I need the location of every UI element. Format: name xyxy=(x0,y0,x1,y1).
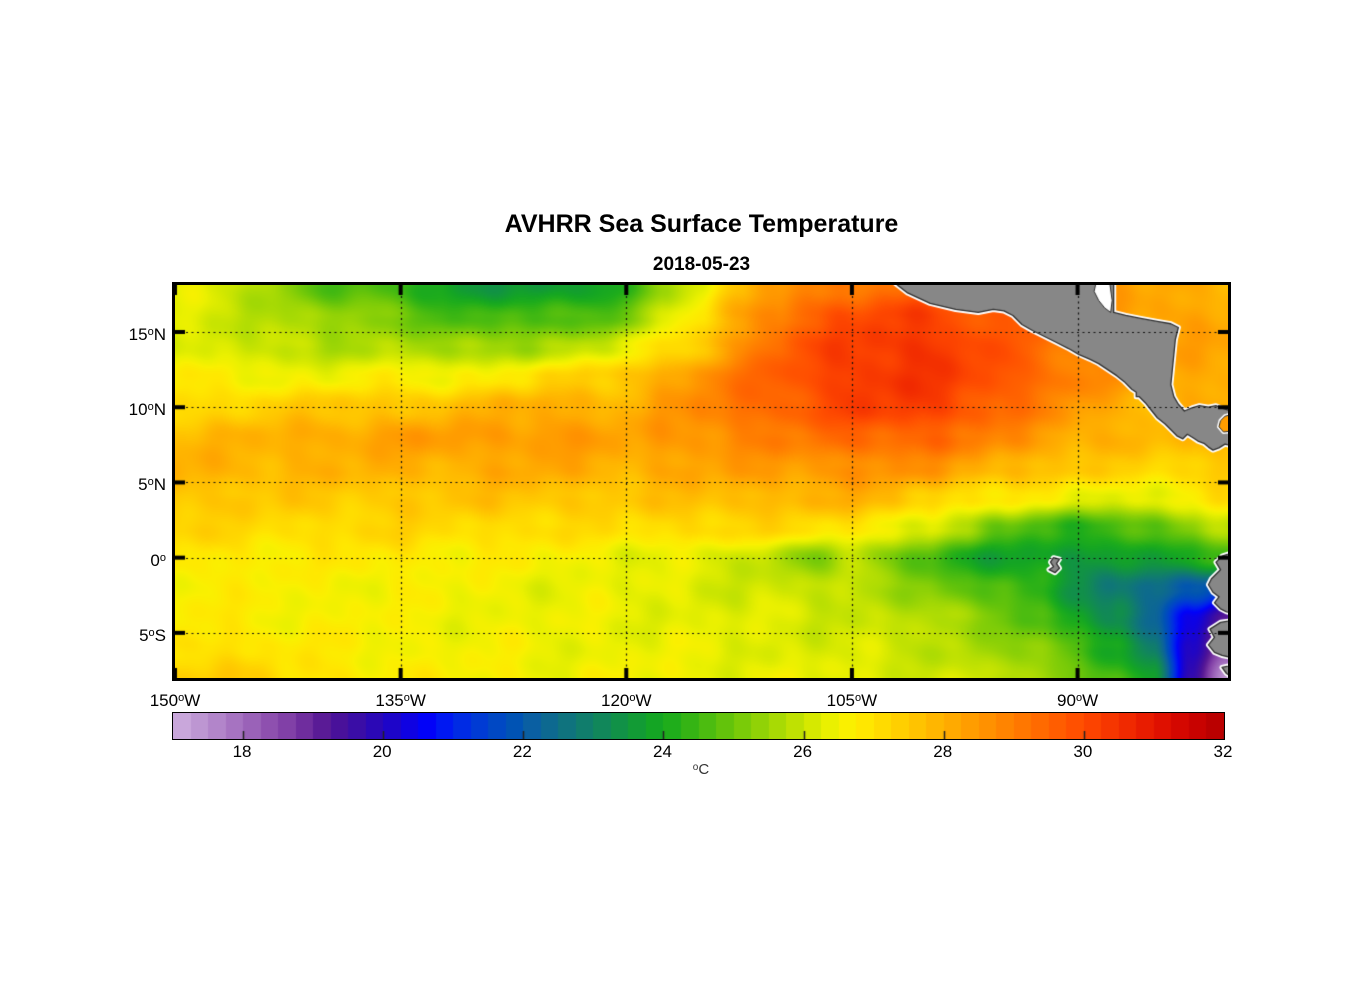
colorbar-tick-label-28: 28 xyxy=(933,742,953,761)
colorbar-tick-label-30: 30 xyxy=(1073,742,1093,761)
colorbar-tick-label-32: 32 xyxy=(1213,742,1233,761)
chart-date: 2018-05-23 xyxy=(652,254,751,275)
colorbar-tick-label-26: 26 xyxy=(793,742,813,761)
degree-symbol: o xyxy=(855,692,862,704)
degree-symbol: o xyxy=(629,692,636,704)
y-tick-label-15N: 15oN xyxy=(128,325,166,344)
colorbar-tick-label-20: 20 xyxy=(372,742,392,761)
y-tick-label-0: 0o xyxy=(150,550,166,570)
y-tick-label-10N: 10oN xyxy=(128,400,166,420)
degree-symbol: o xyxy=(147,401,154,414)
degree-symbol: o xyxy=(147,326,154,338)
degree-symbol: o xyxy=(159,551,166,564)
unit-text: C xyxy=(698,761,710,778)
degree-symbol: o xyxy=(403,692,410,704)
colorbar-canvas xyxy=(173,713,1224,739)
x-tick-label-135W: 135oW xyxy=(375,691,426,710)
x-tick-label-105W: 105oW xyxy=(826,691,878,710)
colorbar-frame xyxy=(172,712,1225,740)
x-tick-label-150W: 150oW xyxy=(149,691,201,710)
degree-symbol: o xyxy=(148,626,155,639)
y-tick-label-5N: 5oN xyxy=(138,475,166,495)
colorbar-tick-label-18: 18 xyxy=(232,742,252,761)
colorbar-tick-label-24: 24 xyxy=(652,742,672,761)
degree-symbol: o xyxy=(147,476,154,489)
chart-title: AVHRR Sea Surface Temperature xyxy=(504,210,899,238)
map-frame xyxy=(172,282,1231,681)
degree-symbol: o xyxy=(178,692,185,704)
degree-symbol: o xyxy=(1075,692,1083,704)
colorbar-tick-label-22: 22 xyxy=(512,742,532,761)
x-tick-label-120W: 120oW xyxy=(601,691,652,710)
x-tick-label-90W: 90oW xyxy=(1057,691,1099,710)
y-tick-label-5S: 5oS xyxy=(139,625,166,645)
degree-symbol: o xyxy=(692,762,699,773)
sst-map-canvas xyxy=(175,285,1228,678)
colorbar-unit-label: oC xyxy=(660,761,742,778)
